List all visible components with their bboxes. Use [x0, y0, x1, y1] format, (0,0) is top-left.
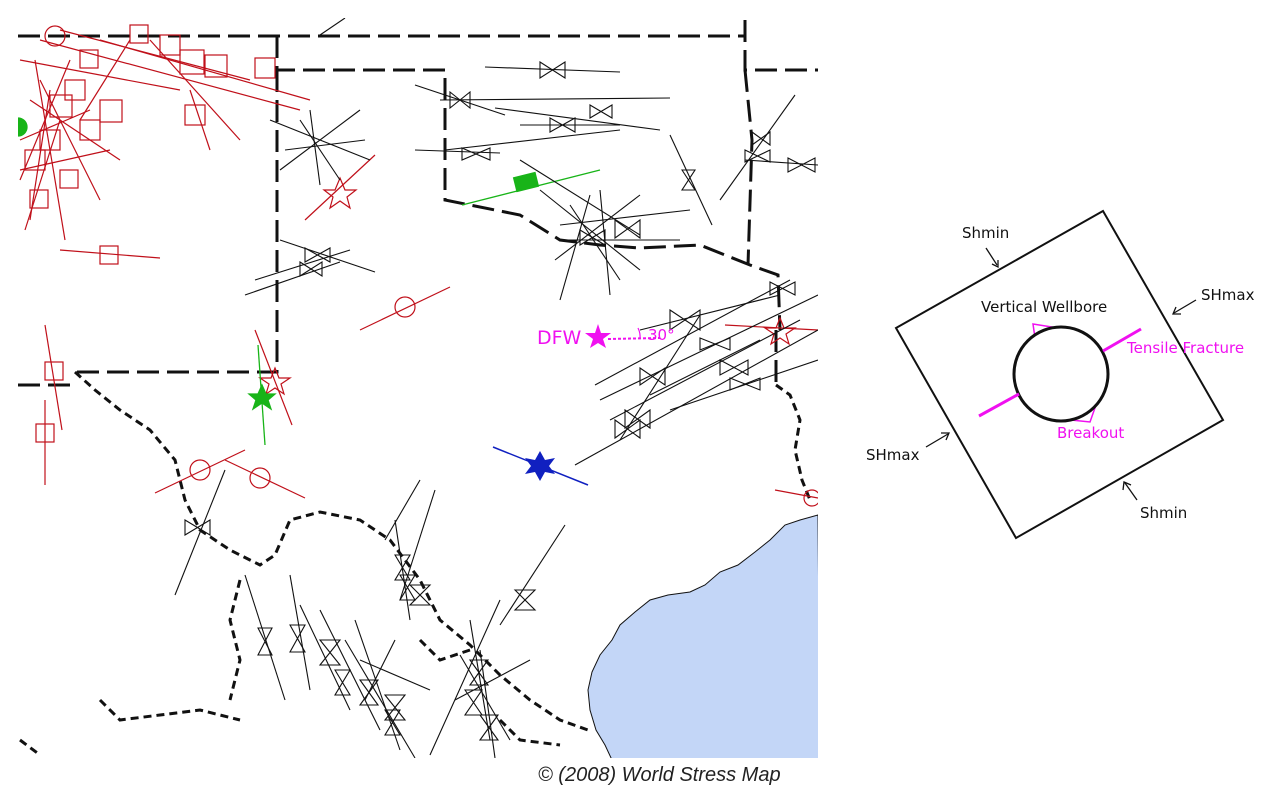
shmin-bottom-label: Shmin [1140, 504, 1187, 522]
breakout-label: Breakout [1057, 424, 1124, 442]
tensile-fracture-label: Tensile Fracture [1126, 339, 1244, 357]
shmin-top-label: Shmin [962, 224, 1009, 242]
black-stress-indicators [174, 18, 818, 758]
shmax-right-label: SHmax [1201, 286, 1255, 304]
state-borders [18, 20, 818, 387]
tensile-fracture-lower [978, 392, 1020, 418]
red-stress-indicators [19, 24, 818, 507]
map-credit: © (2008) World Stress Map [538, 764, 781, 786]
stress-map: DFW 30° [18, 18, 818, 758]
texas-border [19, 370, 812, 757]
wellbore-diagram: Vertical Wellbore Tensile Fracture Break… [866, 209, 1255, 540]
stress-block [894, 209, 1225, 540]
dfw-label: DFW [537, 327, 582, 349]
dfw-marker: DFW 30° [537, 324, 675, 349]
tensile-fracture-upper [1102, 327, 1142, 353]
gulf-water [587, 514, 818, 758]
blue-stress-indicator [492, 446, 589, 486]
green-stress-indicators [18, 117, 601, 446]
dfw-star-icon [585, 324, 611, 348]
shmax-left-label: SHmax [866, 446, 920, 464]
wellbore-circle [1012, 325, 1110, 423]
angle-label: 30° [648, 326, 675, 344]
vertical-wellbore-label: Vertical Wellbore [981, 298, 1107, 316]
